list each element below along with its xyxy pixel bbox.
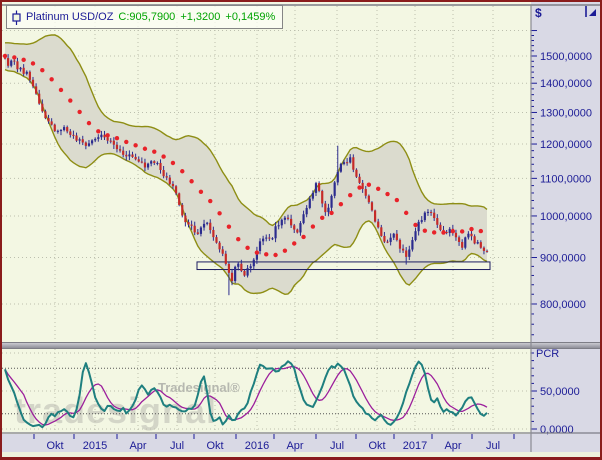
pcr-panel[interactable] — [4, 360, 488, 429]
price-tick-label: 1200,0000 — [540, 139, 592, 151]
quote-change-pct: +0,1459% — [225, 11, 276, 23]
time-tick-label: Okt — [206, 440, 223, 452]
time-tick-label: 2015 — [83, 440, 107, 452]
time-tick-label: Jul — [330, 440, 344, 452]
scale-arrow-icon[interactable] — [584, 5, 598, 18]
sma-dots — [2, 53, 484, 258]
support-channel[interactable] — [196, 261, 491, 271]
candlestick-icon — [12, 10, 21, 25]
price-tick-label: 1100,0000 — [540, 173, 591, 185]
pcr-slow-line — [4, 366, 488, 426]
pcr-axis-title: PCR — [536, 348, 560, 360]
pcr-tick-label: 0,0000 — [540, 424, 574, 436]
price-tick-label: 800,0000 — [540, 299, 586, 311]
time-tick-label: 2017 — [403, 440, 427, 452]
frame-border-bottom — [0, 457, 602, 460]
panel-splitter[interactable] — [2, 342, 600, 349]
legend[interactable]: Platinum USD/OZ C:905,7900 +1,3200 +0,14… — [6, 5, 284, 29]
time-tick-label: Okt — [368, 440, 385, 452]
price-tick-label: 1000,0000 — [540, 211, 592, 223]
time-tick-label: Jul — [170, 440, 184, 452]
frame-border-left — [0, 0, 2, 460]
quote-close: C:905,7900 — [118, 11, 176, 23]
time-tick-label: Jul — [486, 440, 500, 452]
symbol-name: Platinum USD/OZ — [26, 11, 114, 23]
frame-border-right — [600, 0, 602, 460]
time-tick-label: 2016 — [245, 440, 269, 452]
price-tick-label: 1500,0000 — [540, 51, 592, 63]
frame-border-top — [0, 0, 602, 2]
bollinger-band — [4, 34, 488, 296]
pcr-tick-label: 50,0000 — [540, 386, 580, 398]
time-tick-label: Apr — [286, 440, 303, 452]
time-tick-label: Okt — [46, 440, 63, 452]
currency-symbol: $ — [535, 6, 542, 20]
price-axis-strip[interactable] — [531, 2, 600, 452]
axis-labels: Okt 2015 Apr Jul Okt 2016 Apr Jul Okt 2017 Apr Jul 1… — [46, 51, 592, 452]
price-tick-label: 900,0000 — [540, 253, 586, 265]
quote-change: +1,3200 — [180, 11, 221, 23]
time-axis-strip[interactable] — [2, 434, 531, 452]
price-tick-label: 1400,0000 — [540, 78, 592, 90]
time-tick-label: Apr — [444, 440, 461, 452]
price-panel[interactable] — [2, 34, 491, 296]
pcr-fast-line — [4, 360, 488, 429]
bottom-margin — [2, 452, 600, 458]
time-tick-label: Apr — [129, 440, 146, 452]
price-tick-label: 1300,0000 — [540, 107, 592, 119]
